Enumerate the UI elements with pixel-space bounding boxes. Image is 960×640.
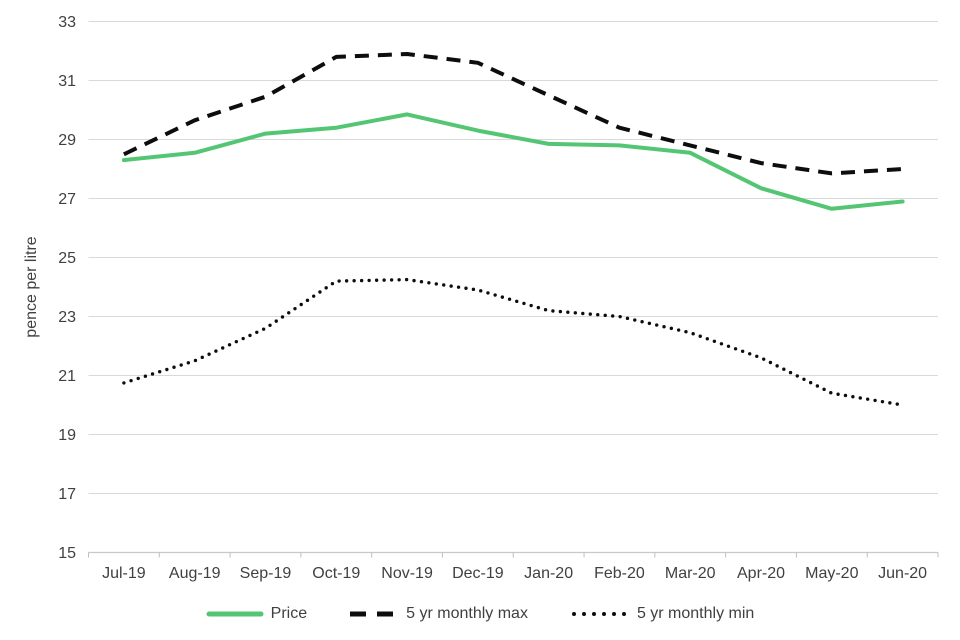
legend-label-price: Price: [270, 605, 308, 622]
y-tick-label-15: 15: [58, 545, 76, 562]
y-tick-label-23: 23: [58, 309, 76, 326]
legend-item-max: 5 yr monthly max: [349, 606, 528, 622]
legend-label-max: 5 yr monthly max: [406, 605, 528, 622]
series-line-5-yr-monthly-max: [123, 52, 903, 176]
x-tick-label-Sep-19: Sep-19: [240, 565, 292, 582]
y-tick-label-27: 27: [58, 191, 76, 208]
max-line-swatch: [350, 611, 399, 617]
plot-area: 15 17 19 21 23 25 27 29 31 33 Jul-19 Aug-19 Sep-19 Oc…: [23, 14, 939, 582]
x-tick-label-Oct-19: Oct-19: [312, 565, 360, 582]
y-axis-title: pence per litre: [23, 236, 40, 337]
y-tick-label-17: 17: [58, 486, 76, 503]
y-tick-label-33: 33: [58, 14, 76, 31]
price-line-swatch: [206, 611, 264, 617]
min-line-swatch: [571, 612, 630, 616]
series-line-5-yr-monthly-min: [122, 277, 905, 407]
x-tick-label-Feb-20: Feb-20: [594, 565, 645, 582]
x-tick-label-Jan-20: Jan-20: [524, 565, 573, 582]
y-tick-label-29: 29: [58, 132, 76, 149]
x-tick-label-Jun-20: Jun-20: [878, 565, 927, 582]
y-tick-label-31: 31: [58, 73, 76, 90]
series-line-price: [121, 112, 905, 211]
y-tick-label-21: 21: [58, 368, 76, 385]
x-tick-label-Nov-19: Nov-19: [381, 565, 433, 582]
y-tick-label-25: 25: [58, 250, 76, 267]
y-tick-label-19: 19: [58, 427, 76, 444]
x-tick-label-Dec-19: Dec-19: [452, 565, 504, 582]
chart-legend: Price 5 yr monthly max 5 yr monthly min: [0, 594, 960, 634]
legend-item-price: Price: [206, 606, 307, 622]
x-tick-label-Jul-19: Jul-19: [102, 565, 146, 582]
legend-label-min: 5 yr monthly min: [636, 605, 755, 622]
x-tick-label-Aug-19: Aug-19: [169, 565, 221, 582]
x-tick-label-May-20: May-20: [805, 565, 858, 582]
legend-item-min: 5 yr monthly min: [570, 606, 754, 622]
x-tick-label-Mar-20: Mar-20: [665, 565, 716, 582]
x-tick-label-Apr-20: Apr-20: [737, 565, 785, 582]
